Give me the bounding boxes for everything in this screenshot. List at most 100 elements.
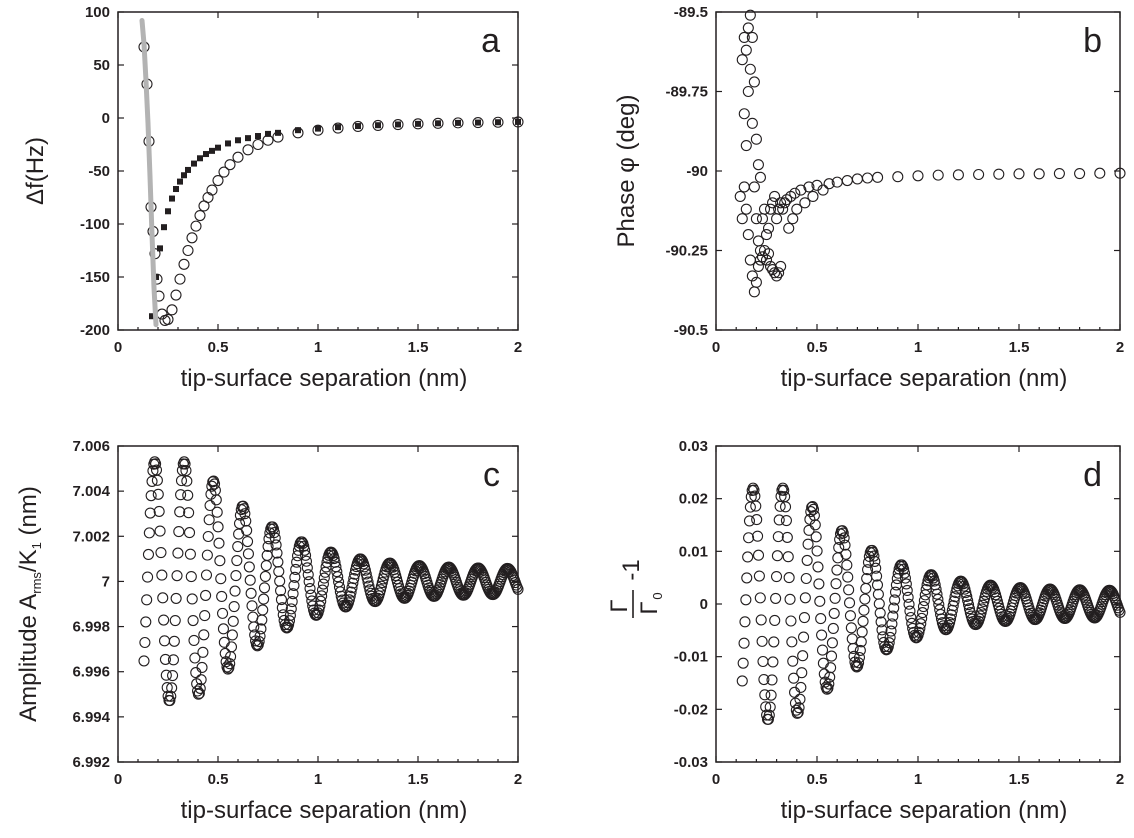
data-point (1114, 606, 1126, 618)
data-point (737, 657, 749, 669)
data-point (262, 540, 274, 552)
data-point-square (395, 121, 401, 128)
data-point (219, 647, 231, 659)
data-point (748, 76, 760, 88)
data-point (179, 458, 191, 470)
data-point (275, 585, 287, 597)
data-point-square (157, 245, 163, 252)
data-point (823, 678, 835, 690)
data-point (884, 631, 896, 643)
panel-letter: a (481, 22, 500, 60)
data-point (830, 578, 842, 590)
data-point (840, 548, 852, 560)
data-point (778, 484, 790, 496)
data-point (769, 190, 781, 202)
data-point-square (181, 172, 187, 179)
data-point (817, 657, 829, 669)
data-point (875, 616, 887, 628)
data-point (200, 589, 212, 601)
y-tick-label: -90.5 (674, 322, 708, 339)
data-point (181, 475, 193, 487)
data-point (845, 622, 857, 634)
data-point (991, 595, 1003, 607)
data-point-square (169, 195, 175, 202)
data-point (261, 549, 273, 561)
data-point (182, 244, 194, 257)
data-point (199, 610, 211, 622)
x-tick-label: 2 (1116, 771, 1124, 788)
data-point (1091, 611, 1103, 623)
data-point (210, 494, 222, 506)
y-tick-label: 50 (93, 57, 110, 74)
data-point (150, 458, 162, 470)
data-point (795, 184, 807, 196)
data-point (241, 524, 253, 537)
data-point (245, 587, 257, 599)
data-point (916, 612, 928, 624)
x-tick-label: 0.5 (807, 339, 828, 356)
y-tick-label: 7.004 (72, 483, 110, 500)
data-point (246, 600, 258, 612)
data-point (769, 614, 781, 626)
data-point (208, 478, 221, 490)
data-point (159, 653, 171, 665)
data-point (854, 644, 866, 656)
data-point (258, 593, 270, 605)
data-point (935, 608, 947, 621)
data-point (352, 120, 364, 133)
data-point (142, 571, 154, 583)
data-point (887, 610, 899, 622)
data-point (783, 222, 795, 234)
data-point (870, 562, 882, 574)
data-point (754, 254, 766, 266)
data-point (1094, 167, 1106, 179)
data-point (783, 572, 795, 584)
data-point (349, 568, 361, 580)
data-point (779, 501, 792, 513)
data-point (316, 590, 328, 602)
data-point-square (235, 137, 241, 144)
data-point (313, 604, 325, 616)
data-point (756, 213, 769, 225)
data-point-square (197, 155, 203, 162)
y-tick-label: -0.02 (674, 701, 708, 718)
panel-letter: d (1083, 456, 1102, 494)
data-point-square (335, 124, 341, 131)
data-point (779, 197, 791, 209)
data-point (746, 270, 758, 282)
data-point (212, 174, 224, 187)
data-point (886, 618, 898, 630)
y-tick-label: 6.992 (72, 754, 110, 771)
data-point (805, 506, 817, 518)
data-point-square (255, 133, 261, 140)
data-point (741, 572, 753, 584)
data-point-square (495, 119, 501, 126)
data-point (361, 572, 373, 584)
data-point (917, 607, 929, 619)
data-point (910, 632, 922, 644)
data-point (872, 588, 884, 600)
data-point (827, 622, 839, 635)
data-point (158, 635, 171, 647)
data-point (288, 579, 300, 592)
plot-frame (117, 11, 519, 331)
data-point (899, 572, 911, 584)
data-point (160, 669, 172, 681)
data-point (871, 579, 884, 591)
data-point (216, 607, 229, 619)
data-point (180, 465, 192, 477)
data-point (169, 615, 181, 627)
data-point (218, 636, 230, 648)
data-point (142, 548, 155, 561)
data-point (187, 614, 199, 627)
data-point (755, 614, 767, 626)
x-axis-label: tip-surface separation (nm) (181, 797, 468, 824)
y-tick-label: -90.25 (665, 243, 708, 260)
data-point (901, 584, 913, 596)
x-tick-label: 1.5 (408, 339, 429, 356)
data-point (275, 594, 288, 606)
data-point (752, 549, 765, 561)
panel-letter: c (483, 456, 500, 494)
data-point (345, 586, 357, 598)
data-point (248, 621, 260, 633)
